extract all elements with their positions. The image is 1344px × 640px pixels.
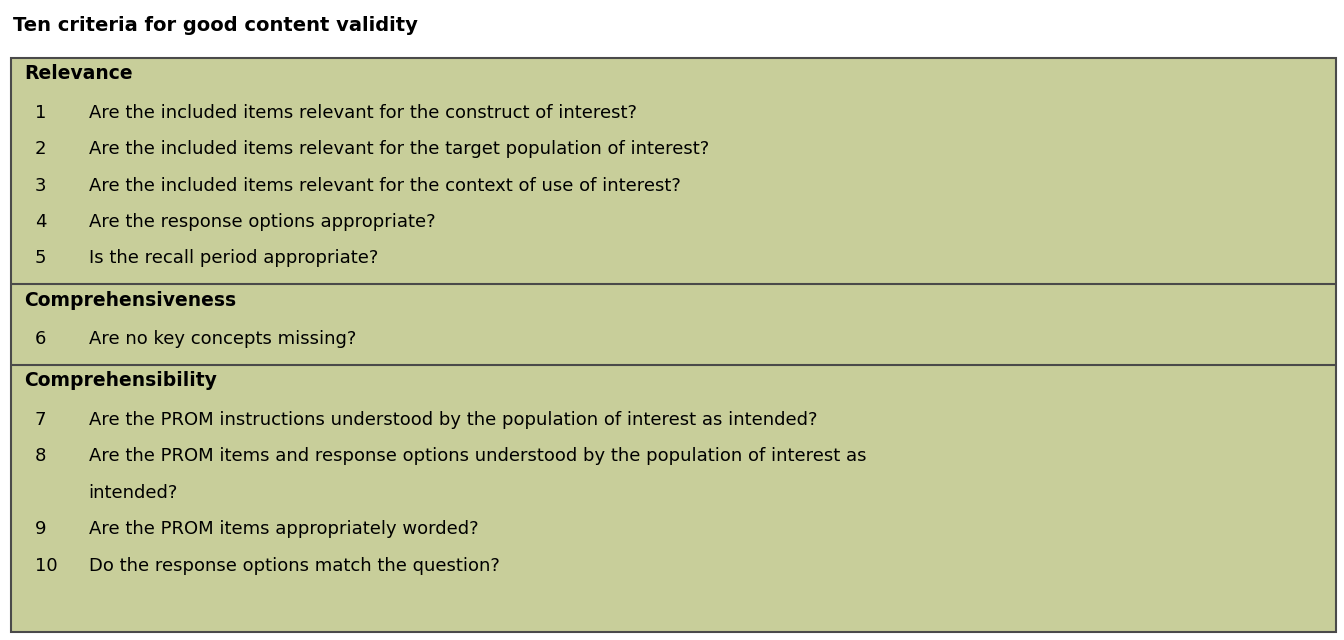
Text: 3: 3 bbox=[35, 177, 47, 195]
Text: 9: 9 bbox=[35, 520, 47, 538]
Text: Are the included items relevant for the target population of interest?: Are the included items relevant for the … bbox=[89, 140, 708, 158]
Text: Ten criteria for good content validity: Ten criteria for good content validity bbox=[13, 16, 418, 35]
Text: 1: 1 bbox=[35, 104, 46, 122]
Bar bbox=[11, 58, 1336, 632]
Text: Are the PROM instructions understood by the population of interest as intended?: Are the PROM instructions understood by … bbox=[89, 411, 817, 429]
Text: 7: 7 bbox=[35, 411, 47, 429]
Text: 4: 4 bbox=[35, 213, 47, 231]
Text: Comprehensibility: Comprehensibility bbox=[24, 371, 218, 390]
Text: Are the included items relevant for the construct of interest?: Are the included items relevant for the … bbox=[89, 104, 637, 122]
Text: 10: 10 bbox=[35, 557, 58, 575]
Text: 5: 5 bbox=[35, 250, 47, 268]
Text: Are the PROM items and response options understood by the population of interest: Are the PROM items and response options … bbox=[89, 447, 866, 465]
Text: Relevance: Relevance bbox=[24, 64, 133, 83]
Text: 2: 2 bbox=[35, 140, 47, 158]
Text: 8: 8 bbox=[35, 447, 46, 465]
Text: Are the PROM items appropriately worded?: Are the PROM items appropriately worded? bbox=[89, 520, 478, 538]
Text: Are no key concepts missing?: Are no key concepts missing? bbox=[89, 330, 356, 348]
Text: Is the recall period appropriate?: Is the recall period appropriate? bbox=[89, 250, 378, 268]
Text: Comprehensiveness: Comprehensiveness bbox=[24, 291, 237, 310]
Text: intended?: intended? bbox=[89, 484, 177, 502]
Text: Are the included items relevant for the context of use of interest?: Are the included items relevant for the … bbox=[89, 177, 680, 195]
Text: Are the response options appropriate?: Are the response options appropriate? bbox=[89, 213, 435, 231]
Text: Do the response options match the question?: Do the response options match the questi… bbox=[89, 557, 500, 575]
Text: 6: 6 bbox=[35, 330, 46, 348]
